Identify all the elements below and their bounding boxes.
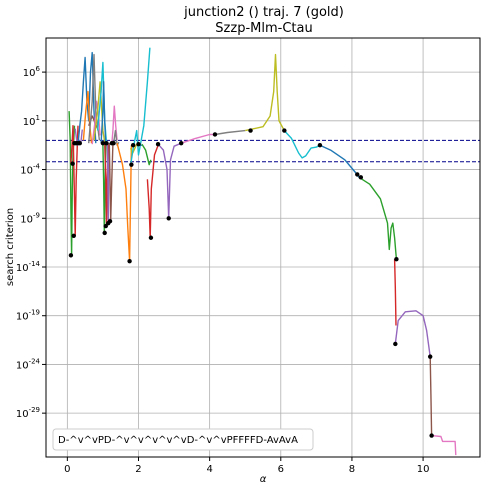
data-point [427, 354, 433, 359]
grid [46, 38, 480, 457]
data-point [107, 218, 113, 224]
data-point [129, 162, 134, 167]
data-point [212, 132, 218, 137]
series-group [68, 47, 457, 456]
data-point [102, 230, 107, 236]
y-tick-label: 106 [23, 65, 41, 79]
series-line [91, 100, 101, 145]
x-tick-label: 2 [135, 464, 141, 475]
y-tick-label: 10-19 [16, 309, 40, 323]
chart-title: junction2 () traj. 7 (gold) [183, 5, 344, 20]
threshold-lines [46, 139, 480, 163]
series-line [393, 259, 397, 326]
annotation-text: D-^v^vPD-^v^v^v^v^vD-^v^vPFFFFD-AvAvA [58, 435, 298, 446]
data-point [282, 128, 287, 133]
y-tick-label: 10-4 [20, 163, 40, 177]
chart-subtitle: Szzp-Mlm-Ctau [215, 21, 312, 36]
data-point [317, 142, 323, 148]
series-line [429, 356, 433, 435]
x-axis-label: α [260, 474, 267, 485]
y-tick-label: 10-29 [16, 406, 40, 420]
series-line [214, 129, 246, 136]
series-line [100, 81, 107, 146]
y-axis-label: search criterion [5, 208, 16, 286]
x-tick-label: 4 [206, 464, 212, 475]
marker-group [68, 128, 434, 438]
x-tick-label: 0 [64, 464, 70, 475]
data-point [155, 142, 161, 147]
y-tick-label: 10-24 [16, 357, 41, 371]
data-point [393, 341, 398, 347]
data-point [68, 253, 74, 258]
series-line [358, 176, 398, 260]
data-point [111, 141, 116, 146]
annotation-box: D-^v^vPD-^v^v^v^v^vD-^v^vPFFFFD-AvAvA [52, 428, 314, 451]
data-point [127, 258, 132, 264]
x-axis: 0 2 4 6 8 10 [64, 457, 429, 475]
data-point [394, 256, 399, 262]
data-point [70, 161, 75, 166]
x-tick-label: 10 [417, 464, 430, 475]
y-tick-label: 101 [23, 114, 40, 128]
data-point [77, 141, 82, 146]
y-tick-label: 10-14 [16, 260, 41, 274]
data-point [355, 172, 360, 177]
x-tick-label: 8 [349, 464, 355, 475]
series-line [180, 133, 215, 144]
data-point [178, 141, 184, 146]
series-line [394, 310, 431, 357]
series-line [93, 81, 106, 143]
series-line [141, 143, 152, 166]
y-tick-label: 10-9 [20, 211, 40, 225]
data-point [103, 223, 108, 229]
series-line [431, 434, 457, 456]
data-point [358, 175, 364, 180]
series-line [108, 143, 114, 222]
y-axis: 106 101 10-4 10-9 10-14 10-19 10-24 10-29 [16, 65, 46, 420]
data-point [248, 128, 253, 133]
data-point [148, 235, 154, 240]
series-line [245, 53, 285, 132]
series-line [112, 129, 120, 146]
data-point [71, 233, 76, 239]
data-point [136, 142, 141, 147]
data-point [166, 216, 171, 221]
series-line [146, 144, 159, 239]
series-line [111, 105, 118, 145]
data-point [104, 141, 109, 146]
x-tick-label: 6 [278, 464, 284, 475]
series-line [319, 144, 360, 178]
series-line [157, 142, 182, 219]
data-point [100, 141, 106, 146]
series-line [116, 143, 133, 262]
series-line [283, 130, 321, 159]
data-point [429, 433, 434, 438]
data-point [130, 142, 136, 148]
series-line [70, 125, 79, 237]
plot-frame [45, 37, 481, 458]
